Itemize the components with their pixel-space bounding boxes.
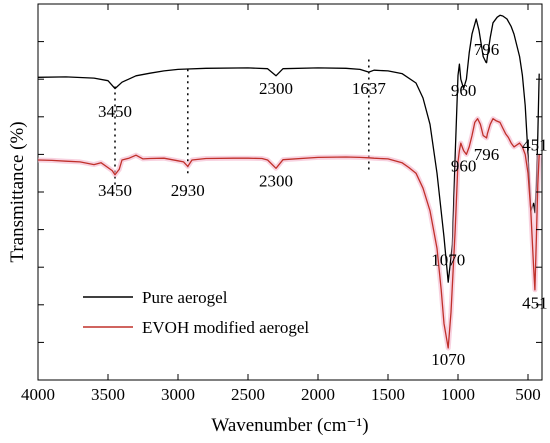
peak-label: 796 xyxy=(474,145,500,164)
axis-ticks: 4000 3500 3000 2500 2000 1500 1000 500 xyxy=(21,4,542,404)
peak-label: 1070 xyxy=(431,250,465,269)
x-tick-label: 3500 xyxy=(91,385,125,404)
x-tick-label: 3000 xyxy=(161,385,195,404)
peak-label: 960 xyxy=(451,81,477,100)
peak-label: 960 xyxy=(451,156,477,175)
legend: Pure aerogel EVOH modified aerogel xyxy=(83,288,309,337)
peak-label: 1070 xyxy=(431,350,465,369)
y-axis-title: Transmittance (%) xyxy=(7,121,28,262)
series-halo-evoh xyxy=(37,116,542,351)
peak-label: 451 xyxy=(522,294,548,313)
legend-label-evoh-aerogel: EVOH modified aerogel xyxy=(142,318,309,337)
x-tick-label: 1500 xyxy=(371,385,405,404)
peak-label: 3450 xyxy=(98,102,132,121)
peak-label: 2300 xyxy=(259,79,293,98)
reference-lines xyxy=(114,58,370,185)
peak-label: 2930 xyxy=(171,181,205,200)
peak-label: 1637 xyxy=(352,79,387,98)
peak-label: 451 xyxy=(522,136,548,155)
series-line-pure-aerogel xyxy=(37,14,540,283)
x-tick-label: 4000 xyxy=(21,385,55,404)
peak-label: 3450 xyxy=(98,181,132,200)
series-group xyxy=(37,14,542,351)
series-line-evoh-aerogel xyxy=(37,118,540,349)
x-tick-label: 2000 xyxy=(301,385,335,404)
legend-label-pure-aerogel: Pure aerogel xyxy=(142,288,228,307)
x-axis-title: Wavenumber (cm⁻¹) xyxy=(211,415,368,436)
x-tick-label: 500 xyxy=(515,385,541,404)
peak-label: 796 xyxy=(474,40,500,59)
x-tick-label: 1000 xyxy=(441,385,475,404)
peak-label: 2300 xyxy=(259,171,293,190)
x-tick-label: 2500 xyxy=(231,385,265,404)
